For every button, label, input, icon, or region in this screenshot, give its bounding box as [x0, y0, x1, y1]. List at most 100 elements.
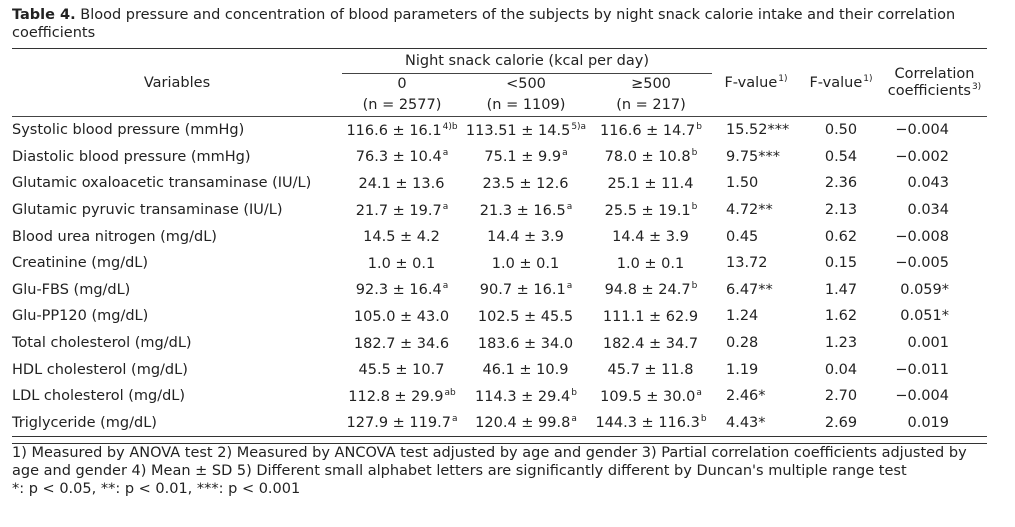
row-group-1: 1.0 ± 0.1 — [491, 255, 560, 272]
row-f-value-1: 9.75*** — [726, 148, 781, 165]
row-correlation: −0.004 — [895, 122, 949, 139]
row-group-0: 14.5 ± 4.2 — [363, 229, 440, 246]
row-correlation: −0.004 — [895, 388, 949, 405]
row-f-value-2: 2.36 — [824, 175, 858, 192]
row-group-2: 182.4 ± 34.7 — [602, 335, 699, 352]
row-group-1: 102.5 ± 45.5 — [477, 308, 574, 325]
header-group-2-n: (n = 217) — [590, 94, 712, 117]
row-variable: LDL cholesterol (mg/dL) — [12, 388, 186, 405]
row-f-value-1: 0.28 — [726, 335, 759, 352]
row-group-2: 25.1 ± 11.4 — [607, 175, 694, 192]
row-correlation: −0.002 — [895, 148, 949, 165]
row-group-0: 116.6 ± 16.14)b — [346, 121, 458, 139]
row-group-2: 14.4 ± 3.9 — [612, 229, 689, 246]
row-group-2: 78.0 ± 10.8b — [604, 148, 698, 166]
row-correlation: 0.051* — [900, 308, 949, 325]
row-variable: Glu-PP120 (mg/dL) — [12, 308, 149, 325]
row-f-value-1: 1.19 — [726, 361, 759, 378]
row-variable: HDL cholesterol (mg/dL) — [12, 361, 188, 378]
row-group-1: 113.51 ± 14.55)a — [465, 121, 587, 139]
table-row: Glutamic oxaloacetic transaminase (IU/L)… — [12, 170, 987, 197]
results-table: Variables Night snack calorie (kcal per … — [12, 48, 987, 437]
row-f-value-2: 0.04 — [824, 361, 858, 378]
row-group-0: 45.5 ± 10.7 — [358, 362, 445, 379]
row-group-1: 21.3 ± 16.5a — [479, 201, 573, 219]
row-group-0: 76.3 ± 10.4a — [355, 148, 449, 166]
row-f-value-2: 1.62 — [824, 308, 858, 325]
row-f-value-1: 2.46* — [726, 388, 766, 405]
row-group-1: 183.6 ± 34.0 — [477, 335, 574, 352]
table-header: Variables Night snack calorie (kcal per … — [12, 48, 987, 117]
table-row: Diastolic blood pressure (mmHg) 76.3 ± 10… — [12, 144, 987, 171]
row-f-value-2: 2.69 — [824, 414, 858, 431]
row-f-value-1: 4.43* — [726, 414, 766, 431]
row-f-value-2: 1.23 — [824, 335, 858, 352]
row-variable: Blood urea nitrogen (mg/dL) — [12, 228, 217, 245]
header-f-value-2: F-value1) — [800, 48, 882, 117]
footnote-methods: 1) Measured by ANOVA test 2) Measured by… — [12, 445, 967, 480]
row-group-0: 182.7 ± 34.6 — [353, 335, 450, 352]
table-caption-text: Blood pressure and concentration of bloo… — [12, 7, 956, 41]
row-group-1: 90.7 ± 16.1a — [479, 281, 573, 299]
row-variable: Diastolic blood pressure (mmHg) — [12, 148, 251, 165]
row-variable: Creatinine (mg/dL) — [12, 255, 149, 272]
table-body: Systolic blood pressure (mmHg) 116.6 ± 16… — [12, 117, 987, 437]
row-group-1: 14.4 ± 3.9 — [487, 229, 564, 246]
row-group-2: 25.5 ± 19.1b — [604, 201, 698, 219]
row-correlation: −0.011 — [895, 361, 949, 378]
row-correlation: 0.001 — [907, 335, 949, 352]
row-group-1: 46.1 ± 10.9 — [482, 362, 569, 379]
row-group-2: 144.3 ± 116.3b — [595, 414, 707, 432]
row-f-value-2: 0.15 — [824, 255, 858, 272]
table-row: Glu-PP120 (mg/dL) 105.0 ± 43.0 102.5 ± 45.… — [12, 303, 987, 330]
row-correlation: 0.019 — [907, 414, 949, 431]
row-f-value-1: 1.24 — [726, 308, 759, 325]
row-correlation: 0.034 — [907, 202, 949, 219]
row-group-0: 21.7 ± 19.7a — [355, 201, 449, 219]
header-group-0-n: (n = 2577) — [342, 94, 462, 117]
row-f-value-2: 2.13 — [824, 202, 858, 219]
footnote-significance: *: p < 0.05, **: p < 0.01, ***: p < 0.00… — [12, 481, 301, 498]
row-variable: Glu-FBS (mg/dL) — [12, 281, 131, 298]
row-f-value-2: 2.70 — [824, 388, 858, 405]
row-correlation: 0.059* — [900, 281, 949, 298]
header-group-title: Night snack calorie (kcal per day) — [342, 48, 712, 74]
table-row: Glu-FBS (mg/dL) 92.3 ± 16.4a 90.7 ± 16.1a 9… — [12, 277, 987, 304]
row-correlation: −0.008 — [895, 228, 949, 245]
row-variable: Systolic blood pressure (mmHg) — [12, 122, 245, 139]
row-f-value-1: 15.52*** — [726, 122, 790, 139]
row-f-value-1: 6.47** — [726, 281, 773, 298]
table-footnotes: 1) Measured by ANOVA test 2) Measured by… — [12, 443, 987, 498]
row-f-value-1: 1.50 — [726, 175, 759, 192]
table-caption: Table 4. Blood pressure and concentratio… — [12, 6, 1002, 42]
row-group-0: 112.8 ± 29.9ab — [348, 387, 456, 405]
row-f-value-2: 1.47 — [824, 281, 858, 298]
row-f-value-2: 0.50 — [824, 122, 858, 139]
table-row: Triglyceride (mg/dL) 127.9 ± 119.7a 120.4 … — [12, 410, 987, 437]
row-variable: Glutamic pyruvic transaminase (IU/L) — [12, 202, 283, 219]
table-row: HDL cholesterol (mg/dL) 45.5 ± 10.7 46.1 ±… — [12, 356, 987, 383]
row-variable: Total cholesterol (mg/dL) — [12, 335, 192, 352]
row-group-2: 94.8 ± 24.7b — [604, 281, 698, 299]
row-correlation: −0.005 — [895, 255, 949, 272]
header-group-1-n: (n = 1109) — [462, 94, 590, 117]
table-row: Glutamic pyruvic transaminase (IU/L) 21.7… — [12, 197, 987, 224]
row-group-1: 75.1 ± 9.9a — [484, 148, 568, 166]
row-f-value-2: 0.54 — [824, 148, 858, 165]
header-variables: Variables — [12, 48, 342, 117]
row-group-0: 92.3 ± 16.4a — [355, 281, 449, 299]
header-correlation: Correlation coefficients3) — [882, 48, 987, 117]
table-row: LDL cholesterol (mg/dL) 112.8 ± 29.9ab 114… — [12, 383, 987, 410]
header-group-2-label: ≥500 — [631, 76, 671, 92]
row-f-value-1: 4.72** — [726, 202, 773, 219]
table-page: Table 4. Blood pressure and concentratio… — [12, 6, 1002, 498]
row-variable: Triglyceride (mg/dL) — [12, 414, 157, 431]
header-group-1-label: <500 — [506, 76, 546, 92]
table-row: Blood urea nitrogen (mg/dL) 14.5 ± 4.2 14.… — [12, 223, 987, 250]
row-group-1: 23.5 ± 12.6 — [482, 175, 569, 192]
row-group-1: 120.4 ± 99.8a — [475, 414, 577, 432]
header-f-value-1: F-value1) — [712, 48, 800, 117]
table-row: Creatinine (mg/dL) 1.0 ± 0.1 1.0 ± 0.1 1.0 … — [12, 250, 987, 277]
table-row: Systolic blood pressure (mmHg) 116.6 ± 16… — [12, 117, 987, 144]
table-caption-label: Table 4. — [12, 7, 76, 23]
